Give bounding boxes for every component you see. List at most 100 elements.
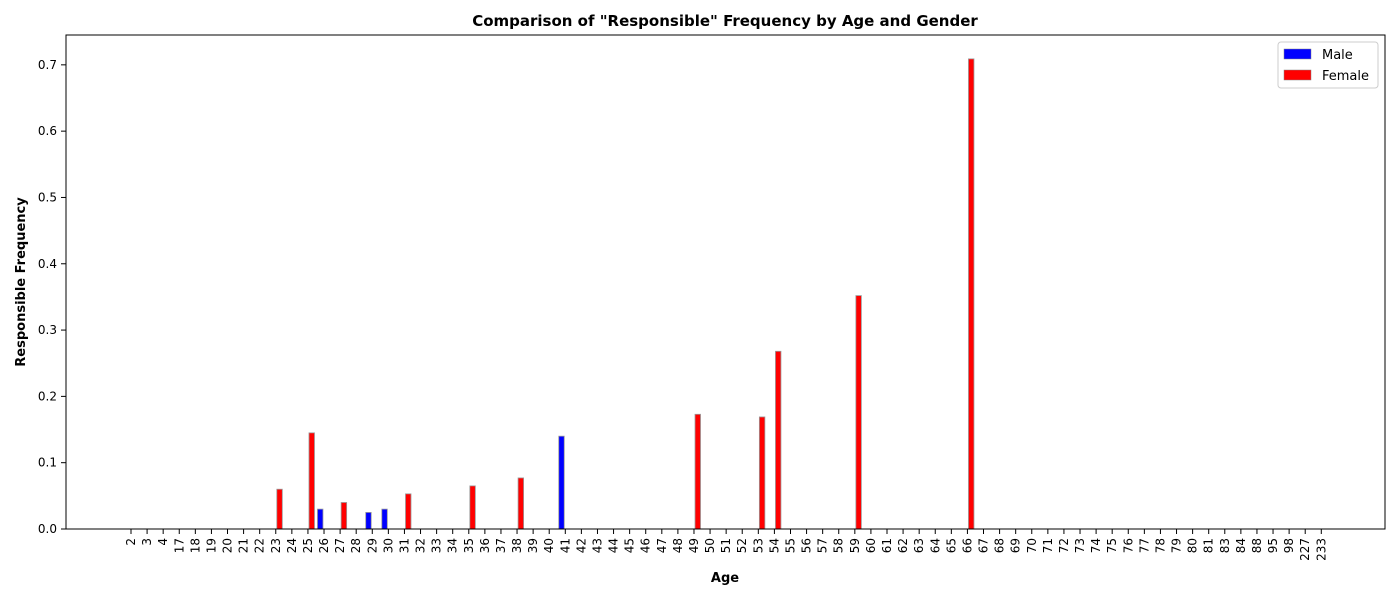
x-tick-label: 83 [1218,538,1232,553]
x-tick-label: 58 [832,538,846,553]
x-tick-label: 66 [960,538,974,553]
x-tick-label: 17 [172,538,186,553]
x-tick-label: 73 [1073,538,1087,553]
y-tick-label: 0.2 [38,389,57,403]
x-tick-label: 77 [1137,538,1151,553]
legend-label-female: Female [1322,69,1369,84]
x-tick-label: 84 [1234,538,1248,553]
x-axis-title: Age [711,571,739,586]
plot-frame [66,35,1385,529]
x-tick-label: 2 [124,538,138,546]
x-tick-label: 98 [1282,538,1296,553]
chart-title: Comparison of "Responsible" Frequency by… [472,12,978,30]
x-tick-label: 40 [542,538,556,553]
x-tick-label: 42 [574,538,588,553]
x-tick-label: 35 [462,538,476,553]
x-tick-label: 54 [767,538,781,553]
x-tick-label: 39 [526,538,540,553]
x-tick-label: 47 [655,538,669,553]
x-tick-label: 31 [397,538,411,553]
x-tick-label: 57 [816,538,830,553]
x-tick-label: 60 [864,538,878,553]
bar-female-age-54 [775,351,781,529]
y-axis: 0.0 0.1 0.2 0.3 0.4 0.5 0.6 0.7 [38,58,66,536]
x-tick-label: 49 [687,538,701,553]
x-tick-label: 22 [253,538,267,553]
x-tick-label: 69 [1009,538,1023,553]
x-axis: 2 3 4 17 18 19 20 21 22 23 24 25 26 27 28 29 30 31 32 33 34 3… [124,529,1328,561]
x-tick-label: 4 [156,538,170,546]
bar-male-age-41 [559,436,565,529]
x-tick-label: 71 [1041,538,1055,553]
x-tick-label: 45 [623,538,637,553]
x-tick-label: 36 [478,538,492,553]
bar-female-age-66 [968,59,974,529]
bars-group [277,59,974,529]
x-tick-label: 32 [414,538,428,553]
y-tick-label: 0.6 [38,124,57,138]
bar-female-age-49 [695,414,701,529]
x-tick-label: 64 [928,538,942,553]
x-tick-label: 51 [719,538,733,553]
x-tick-label: 80 [1186,538,1200,553]
y-tick-label: 0.1 [38,456,57,470]
x-tick-label: 74 [1089,538,1103,553]
legend-label-male: Male [1322,48,1353,63]
x-tick-label: 30 [381,538,395,553]
x-tick-label: 227 [1298,538,1312,561]
x-tick-label: 78 [1153,538,1167,553]
x-tick-label: 18 [188,538,202,553]
x-tick-label: 28 [349,538,363,553]
y-tick-label: 0.0 [38,522,57,536]
bar-male-age-26 [317,509,323,529]
x-tick-label: 29 [365,538,379,553]
x-tick-label: 38 [510,538,524,553]
x-tick-label: 62 [896,538,910,553]
x-tick-label: 59 [848,538,862,553]
legend-swatch-male [1284,49,1311,59]
bar-female-age-23 [277,489,283,529]
y-tick-label: 0.5 [38,190,57,204]
x-tick-label: 44 [607,538,621,553]
x-tick-label: 72 [1057,538,1071,553]
x-tick-label: 23 [269,538,283,553]
x-tick-label: 79 [1170,538,1184,553]
bar-male-age-29 [366,512,372,529]
x-tick-label: 48 [671,538,685,553]
legend: Male Female [1278,42,1378,88]
y-tick-label: 0.7 [38,58,57,72]
x-tick-label: 95 [1266,538,1280,553]
x-tick-label: 43 [590,538,604,553]
x-tick-label: 65 [944,538,958,553]
x-tick-label: 21 [237,538,251,553]
y-tick-label: 0.3 [38,323,57,337]
x-tick-label: 33 [430,538,444,553]
x-tick-label: 75 [1105,538,1119,553]
bar-female-age-59 [856,296,862,529]
bar-female-age-35 [470,486,476,529]
x-tick-label: 70 [1025,538,1039,553]
x-tick-label: 233 [1314,538,1328,561]
x-tick-label: 50 [703,538,717,553]
bar-female-age-25 [309,433,315,529]
x-tick-label: 67 [977,538,991,553]
x-tick-label: 52 [735,538,749,553]
bar-female-age-38 [518,478,524,529]
y-tick-label: 0.4 [38,257,57,271]
x-tick-label: 37 [494,538,508,553]
x-tick-label: 24 [285,538,299,553]
x-tick-label: 63 [912,538,926,553]
bar-female-age-53 [759,417,765,529]
bar-female-age-27 [341,502,347,529]
x-tick-label: 27 [333,538,347,553]
x-tick-label: 46 [639,538,653,553]
x-tick-label: 68 [993,538,1007,553]
x-tick-label: 3 [140,538,154,546]
x-tick-label: 25 [301,538,315,553]
x-tick-label: 19 [204,538,218,553]
x-tick-label: 26 [317,538,331,553]
y-axis-title: Responsible Frequency [14,197,29,367]
x-tick-label: 34 [446,538,460,553]
x-tick-label: 81 [1202,538,1216,553]
